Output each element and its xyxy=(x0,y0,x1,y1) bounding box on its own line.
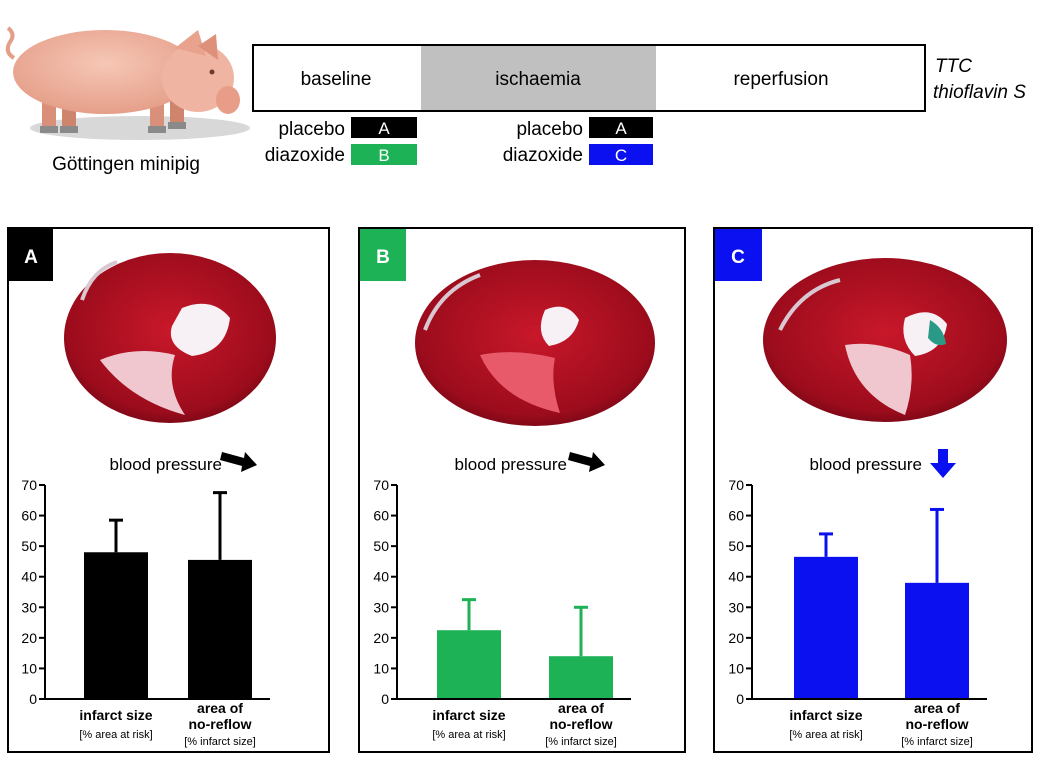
heart-slice-a xyxy=(64,253,276,423)
panel-b-letter: B xyxy=(376,247,390,268)
arrow-down-right-icon xyxy=(568,452,605,472)
baseline-group-a-badge xyxy=(351,117,417,138)
category-label: area of xyxy=(558,700,604,716)
y-tick-label: 50 xyxy=(373,538,389,554)
category-unit: [% infarct size] xyxy=(545,736,617,748)
category-unit: [% area at risk] xyxy=(432,729,505,741)
phase-ischaemia: ischaemia xyxy=(495,69,581,90)
ischaemia-placebo-label: placebo xyxy=(516,119,583,140)
category-label: no-reflow xyxy=(550,716,613,732)
y-tick-label: 40 xyxy=(21,569,37,585)
y-tick-label: 60 xyxy=(373,508,389,524)
panel-b-badge xyxy=(360,229,406,281)
panel-c-letter: C xyxy=(731,247,745,268)
y-tick-label: 50 xyxy=(21,538,37,554)
y-tick-label: 0 xyxy=(381,691,389,707)
category-unit: [% area at risk] xyxy=(789,729,862,741)
y-tick-label: 70 xyxy=(373,477,389,493)
baseline-group-b: B xyxy=(378,146,389,165)
phase-reperfusion: reperfusion xyxy=(733,69,828,90)
arrow-down-right-icon xyxy=(220,452,257,472)
y-tick-label: 30 xyxy=(21,599,37,615)
protocol-timeline: baseline ischaemia reperfusion TTC thiof… xyxy=(252,44,1026,166)
baseline-group-b-badge xyxy=(351,144,417,165)
category-label: infarct size xyxy=(789,707,862,723)
category-label: area of xyxy=(914,700,960,716)
ischaemia-group-c: C xyxy=(615,146,627,165)
ischaemia-group-a: A xyxy=(615,119,627,138)
y-tick-label: 10 xyxy=(373,660,389,676)
panel-c: C xyxy=(713,227,1033,753)
category-unit: [% infarct size] xyxy=(184,736,256,748)
category-unit: [% area at risk] xyxy=(79,729,152,741)
category-label: no-reflow xyxy=(906,716,969,732)
y-tick-label: 20 xyxy=(728,630,744,646)
category-label: area of xyxy=(197,700,243,716)
chart-c: blood pressure 0 10 20 30 40 50 60 70 infarct siz… xyxy=(728,449,987,748)
stain-thioflavin: thioflavin S xyxy=(933,82,1026,103)
panel-b: B xyxy=(358,227,686,753)
arrow-down-icon xyxy=(930,449,956,478)
phase-baseline: baseline xyxy=(301,69,372,90)
y-tick-label: 20 xyxy=(21,630,37,646)
bar xyxy=(84,552,148,699)
bar xyxy=(549,656,613,699)
y-tick-label: 10 xyxy=(21,660,37,676)
chart-a: blood pressure 0 10 20 30 40 50 60 70 infarct siz… xyxy=(21,452,270,748)
panel-a: A xyxy=(7,227,330,753)
ischaemia-group-a-badge xyxy=(589,117,653,138)
category-label: infarct size xyxy=(79,707,152,723)
baseline-diazoxide-label: diazoxide xyxy=(265,145,345,166)
y-tick-label: 70 xyxy=(728,477,744,493)
category-label: no-reflow xyxy=(189,716,252,732)
y-tick-label: 50 xyxy=(728,538,744,554)
panel-a-badge xyxy=(9,229,53,281)
stain-ttc: TTC xyxy=(935,56,972,77)
y-tick-label: 40 xyxy=(728,569,744,585)
heart-slice-b xyxy=(415,260,655,426)
baseline-group-a: A xyxy=(378,119,390,138)
blood-pressure-label: blood pressure xyxy=(110,455,222,474)
bar xyxy=(188,559,252,699)
y-tick-label: 30 xyxy=(728,599,744,615)
bar xyxy=(437,630,501,699)
panel-c-badge xyxy=(715,229,762,281)
ischaemia-diazoxide-label: diazoxide xyxy=(503,145,583,166)
chart-b: blood pressure 0 10 20 30 40 50 60 70 infarct siz… xyxy=(373,452,631,748)
bar xyxy=(905,582,969,699)
panel-a-letter: A xyxy=(24,247,38,268)
category-label: infarct size xyxy=(432,707,505,723)
y-tick-label: 0 xyxy=(29,691,37,707)
ischaemia-shade xyxy=(421,46,656,110)
y-tick-label: 60 xyxy=(21,508,37,524)
pig-illustration xyxy=(5,26,250,140)
y-tick-label: 20 xyxy=(373,630,389,646)
baseline-placebo-label: placebo xyxy=(278,119,345,140)
blood-pressure-label: blood pressure xyxy=(455,455,567,474)
y-tick-label: 10 xyxy=(728,660,744,676)
blood-pressure-label: blood pressure xyxy=(810,455,922,474)
bar xyxy=(794,556,858,699)
pig-caption: Göttingen minipig xyxy=(52,154,200,175)
y-tick-label: 70 xyxy=(21,477,37,493)
y-tick-label: 60 xyxy=(728,508,744,524)
category-unit: [% infarct size] xyxy=(901,736,973,748)
y-tick-label: 0 xyxy=(736,691,744,707)
y-tick-label: 30 xyxy=(373,599,389,615)
y-tick-label: 40 xyxy=(373,569,389,585)
heart-slice-c xyxy=(763,258,1007,422)
ischaemia-group-c-badge xyxy=(589,144,653,165)
